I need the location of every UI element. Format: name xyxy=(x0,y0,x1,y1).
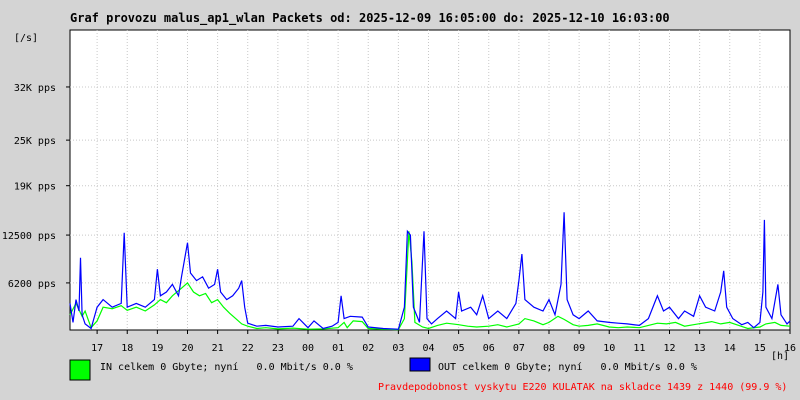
chart-title: Graf provozu malus_ap1_wlan Packets od: … xyxy=(70,11,670,26)
plot-area xyxy=(69,29,791,331)
x-tick-label: 13 xyxy=(694,343,706,354)
grid xyxy=(70,30,790,330)
x-tick-label: 14 xyxy=(724,343,736,354)
y-axis-ticks: 6200 pps 12500 pps 19K pps 25K pps 32K pps xyxy=(2,83,70,290)
legend-in-text: IN celkem 0 Gbyte; nyní 0.0 Mbit/s 0.0 % xyxy=(100,361,353,373)
y-tick-label: 6200 pps xyxy=(8,279,56,290)
x-tick-label: 12 xyxy=(663,343,675,354)
x-axis-ticks: 17 18 19 20 21 22 23 00 01 02 03 04 05 06 07 08 09 10 11 12… xyxy=(91,330,796,354)
x-tick-label: 04 xyxy=(422,343,434,354)
y-tick-label: 12500 pps xyxy=(2,231,56,242)
y-tick-label: 19K pps xyxy=(14,182,56,193)
x-tick-label: 20 xyxy=(181,343,193,354)
series-lines xyxy=(69,212,791,331)
x-tick-label: 18 xyxy=(121,343,133,354)
y-axis-label: [/s] xyxy=(14,33,38,44)
x-tick-label: 16 xyxy=(784,343,796,354)
legend-out-text: OUT celkem 0 Gbyte; nyní 0.0 Mbit/s 0.0 … xyxy=(438,361,697,373)
x-tick-label: 23 xyxy=(272,343,284,354)
series-line-out xyxy=(69,212,791,330)
x-tick-label: 08 xyxy=(543,343,555,354)
x-tick-label: 03 xyxy=(392,343,404,354)
x-tick-label: 11 xyxy=(633,343,645,354)
x-tick-label: 15 xyxy=(754,343,766,354)
x-tick-label: 00 xyxy=(302,343,314,354)
x-axis-label: [h] xyxy=(771,351,789,362)
x-tick-label: 01 xyxy=(332,343,344,354)
x-tick-label: 19 xyxy=(151,343,163,354)
x-tick-label: 06 xyxy=(483,343,495,354)
x-tick-label: 21 xyxy=(212,343,224,354)
x-tick-label: 10 xyxy=(603,343,615,354)
x-tick-label: 22 xyxy=(242,343,254,354)
y-tick-label: 32K pps xyxy=(14,83,56,94)
x-tick-label: 02 xyxy=(362,343,374,354)
x-tick-label: 17 xyxy=(91,343,103,354)
legend-out-swatch xyxy=(409,357,431,372)
y-tick-label: 25K pps xyxy=(14,136,56,147)
legend-in-swatch xyxy=(69,359,91,381)
x-tick-label: 05 xyxy=(453,343,465,354)
x-tick-label: 07 xyxy=(513,343,525,354)
x-tick-label: 09 xyxy=(573,343,585,354)
probability-note: Pravdepodobnost vyskytu E220 KULATAK na … xyxy=(378,382,787,393)
